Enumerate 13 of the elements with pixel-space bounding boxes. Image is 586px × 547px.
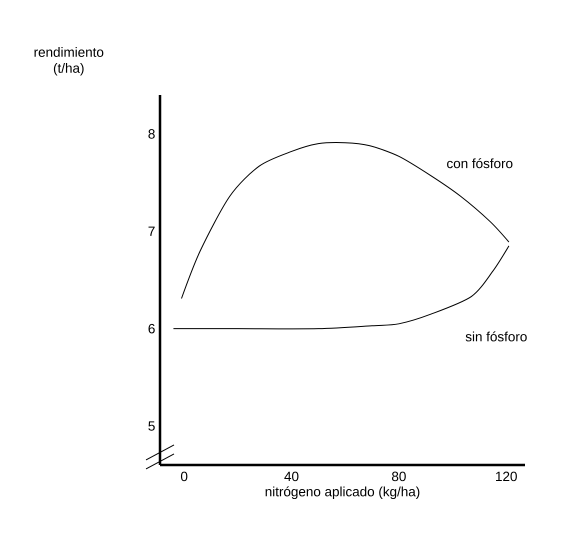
text: sin fósforo [466, 331, 527, 342]
y-tick-label: 8 [148, 129, 155, 139]
series-label: con fósforo [447, 158, 512, 168]
y-tick-label: 6 [148, 324, 155, 334]
x-axis-title: nitrógeno aplicado (kg/ha) [266, 486, 420, 500]
x-tick-label: 40 [284, 472, 298, 482]
x-tick-label: 0 [180, 472, 188, 482]
y-tick-label: 5 [148, 421, 155, 431]
x-tick-label: 80 [392, 472, 406, 482]
y-tick-label: 7 [148, 226, 155, 236]
line-series [172, 245, 510, 330]
y-axis-title: rendimiento (t/ha) [34, 47, 104, 76]
x-tick-label: 120 [496, 472, 517, 482]
